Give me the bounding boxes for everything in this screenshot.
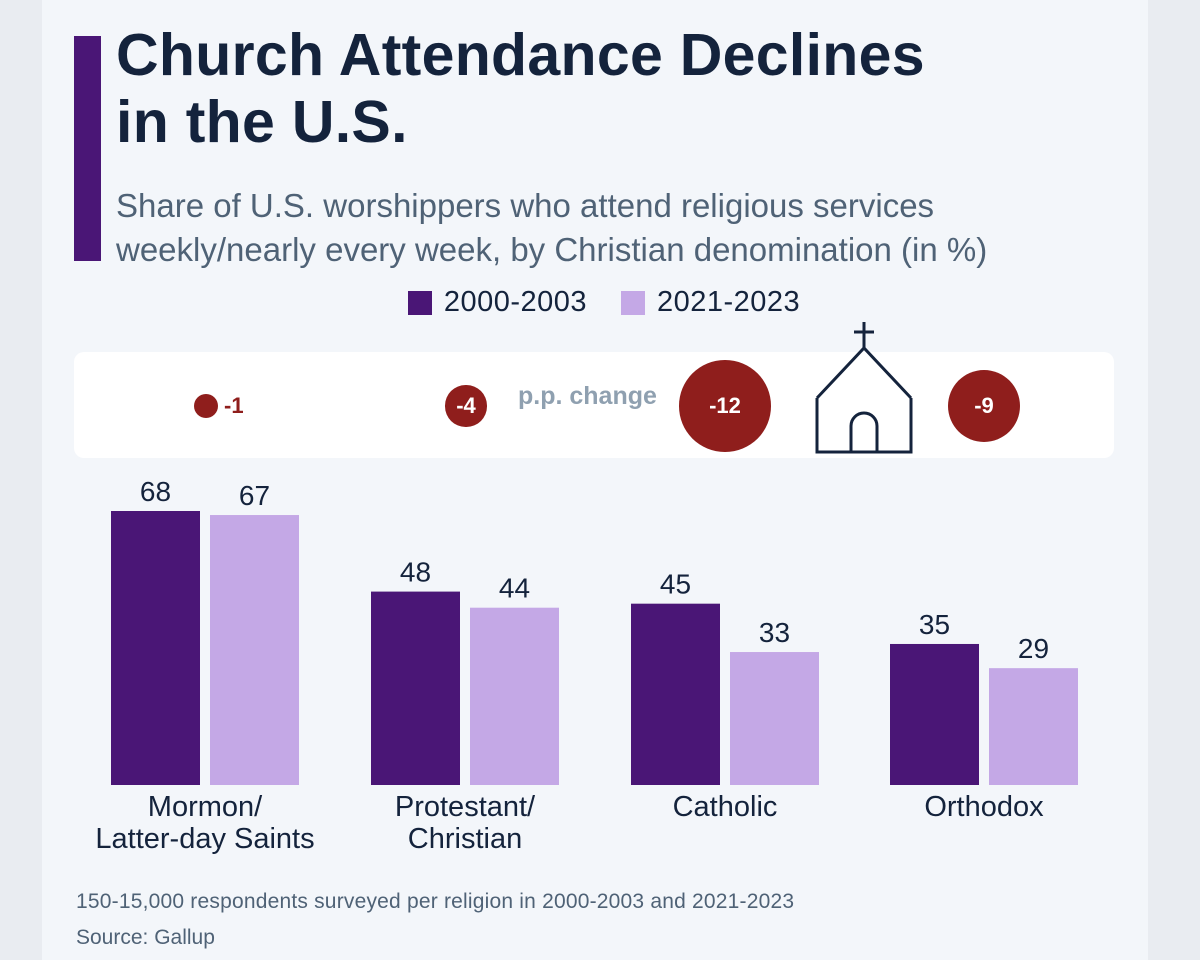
legend-label-2021: 2021-2023 [657, 286, 801, 318]
value-label-mormon-2000: 68 [140, 476, 171, 507]
legend-swatch-2021 [621, 290, 645, 315]
subtitle-line-1: Share of U.S. worshippers who attend rel… [116, 187, 935, 224]
change-value-protestant: -4 [456, 392, 476, 418]
chart-subtitle: Share of U.S. worshippers who attend rel… [116, 184, 1176, 272]
legend-item-2000: 2000-2003 [407, 286, 587, 319]
change-value-catholic: -12 [709, 392, 741, 418]
value-label-catholic-2000: 45 [660, 569, 691, 600]
chart-title: Church Attendance Declines in the U.S. [116, 22, 1166, 156]
church-icon [815, 322, 913, 454]
legend-item-2021: 2021-2023 [621, 286, 800, 319]
chart-card [42, 0, 1148, 960]
change-value-orthodox: -9 [974, 392, 994, 418]
change-panel: -1 -4 -12 -9 p.p. change [74, 322, 1114, 458]
change-value-mormon: -1 [224, 393, 244, 418]
bar-catholic-2000 [631, 603, 720, 785]
footnote: 150-15,000 respondents surveyed per reli… [76, 890, 795, 913]
change-bubble-mormon [194, 394, 218, 418]
value-label-orthodox-2021: 29 [1018, 633, 1049, 664]
bar-protestant-2000 [371, 591, 460, 785]
value-label-orthodox-2000: 35 [919, 609, 950, 640]
legend-label-2000: 2000-2003 [443, 286, 587, 318]
legend: 2000-2003 2021-2023 [0, 286, 1200, 319]
category-label-protestant: Protestant/Christian [395, 791, 536, 855]
bar-mormon-2021 [210, 515, 299, 785]
change-bubble-protestant: -4 [445, 385, 487, 427]
title-line-2: in the U.S. [116, 89, 408, 155]
bar-mormon-2000 [111, 511, 200, 785]
change-bubble-orthodox: -9 [947, 369, 1021, 443]
category-label-catholic: Catholic [673, 791, 778, 823]
value-label-catholic-2021: 33 [759, 617, 790, 648]
source-note: Source: Gallup [76, 926, 215, 949]
category-label-mormon: Mormon/Latter-day Saints [95, 791, 314, 855]
category-label-orthodox: Orthodox [924, 791, 1044, 823]
legend-swatch-2000 [407, 290, 432, 315]
title-accent-bar [74, 36, 101, 261]
bar-catholic-2021 [730, 652, 819, 785]
subtitle-line-2: weekly/nearly every week, by Christian d… [116, 231, 988, 268]
bar-protestant-2021 [470, 607, 559, 785]
bar-orthodox-2000 [890, 643, 979, 785]
title-line-1: Church Attendance Declines [116, 22, 925, 88]
value-label-protestant-2021: 44 [499, 573, 530, 604]
pp-change-label: p.p. change [518, 382, 657, 410]
value-label-mormon-2021: 67 [239, 480, 270, 511]
value-label-protestant-2000: 48 [400, 557, 431, 588]
bar-orthodox-2021 [989, 668, 1078, 785]
change-bubble-catholic: -12 [679, 360, 771, 452]
